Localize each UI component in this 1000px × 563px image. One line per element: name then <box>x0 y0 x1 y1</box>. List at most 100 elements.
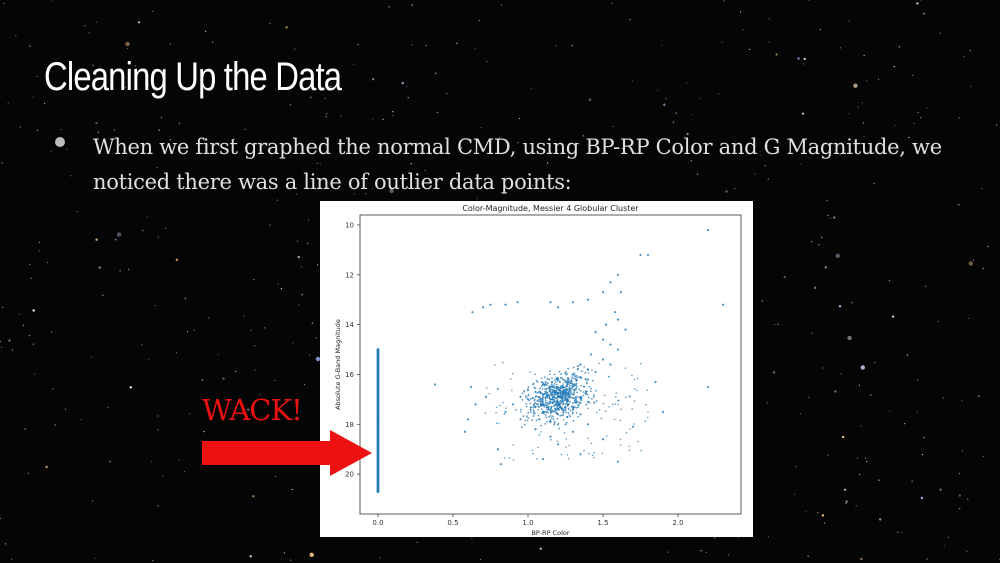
star <box>970 85 972 87</box>
data-point <box>549 438 552 441</box>
data-point <box>580 377 583 380</box>
data-point <box>578 401 581 404</box>
data-point <box>544 391 547 394</box>
data-point <box>561 407 564 410</box>
data-point <box>562 383 564 386</box>
data-point <box>595 400 598 403</box>
star <box>1 346 3 348</box>
data-point <box>567 403 570 405</box>
star <box>1 162 3 164</box>
star <box>233 138 235 140</box>
star <box>742 29 744 31</box>
star <box>183 471 185 473</box>
star <box>411 44 413 46</box>
star <box>216 151 218 153</box>
data-point <box>579 413 582 416</box>
data-point <box>569 379 572 382</box>
star <box>833 216 836 219</box>
data-point <box>573 383 576 385</box>
data-point <box>614 403 617 405</box>
data-point <box>573 374 576 377</box>
data-point <box>578 388 580 390</box>
data-point <box>601 338 605 341</box>
data-point <box>706 385 710 389</box>
star <box>723 0 725 2</box>
data-point <box>565 388 568 391</box>
star <box>665 98 667 100</box>
data-point <box>585 403 588 406</box>
star <box>303 383 305 385</box>
star <box>32 309 35 312</box>
data-point <box>547 406 550 409</box>
data-point <box>562 414 565 416</box>
data-point <box>376 483 380 486</box>
star <box>307 242 309 244</box>
star <box>27 472 29 474</box>
data-point <box>635 389 638 392</box>
data-point <box>633 387 636 390</box>
data-point <box>550 393 552 395</box>
data-point <box>511 372 514 375</box>
data-point <box>594 331 597 334</box>
star <box>893 66 895 68</box>
star <box>823 522 826 524</box>
data-point <box>565 421 568 424</box>
star <box>316 264 319 266</box>
data-point <box>508 457 511 459</box>
y-tick-label: 12 <box>345 271 354 279</box>
data-point <box>556 443 560 446</box>
data-point <box>587 407 589 410</box>
data-point <box>604 410 607 413</box>
star <box>95 238 98 241</box>
data-point <box>593 396 595 398</box>
star <box>8 339 11 342</box>
data-point <box>611 403 614 406</box>
star <box>921 454 924 456</box>
data-point <box>551 397 554 400</box>
data-point <box>531 397 534 400</box>
star <box>401 81 404 85</box>
data-point <box>577 403 579 406</box>
data-point <box>496 388 499 391</box>
star <box>311 322 313 324</box>
data-point <box>568 386 571 388</box>
star <box>291 488 293 491</box>
star <box>866 460 868 463</box>
data-point <box>587 396 590 399</box>
data-point <box>548 378 551 381</box>
data-point <box>539 387 542 390</box>
star <box>748 48 750 51</box>
data-point <box>573 406 576 409</box>
data-point <box>503 413 506 416</box>
data-point <box>560 396 563 399</box>
data-point <box>590 442 593 445</box>
star <box>981 188 983 190</box>
data-point <box>535 395 538 398</box>
data-point <box>549 401 552 403</box>
star <box>699 98 701 100</box>
star <box>372 78 375 81</box>
data-point <box>619 444 622 446</box>
data-point <box>376 445 380 448</box>
data-point <box>609 281 612 284</box>
data-point <box>564 393 567 395</box>
data-point <box>545 420 548 423</box>
star <box>717 93 720 95</box>
star <box>11 558 13 560</box>
star <box>987 246 989 248</box>
data-point <box>564 402 567 405</box>
data-point <box>557 391 560 394</box>
star <box>407 97 409 99</box>
data-point <box>531 419 533 421</box>
data-point <box>544 397 547 400</box>
data-point <box>503 457 506 459</box>
star <box>208 317 210 319</box>
star <box>621 147 624 150</box>
star <box>767 536 770 538</box>
star <box>125 86 127 88</box>
star <box>851 302 853 304</box>
star <box>254 345 256 347</box>
data-point <box>576 391 578 394</box>
data-point <box>598 409 601 411</box>
data-point <box>529 397 532 400</box>
